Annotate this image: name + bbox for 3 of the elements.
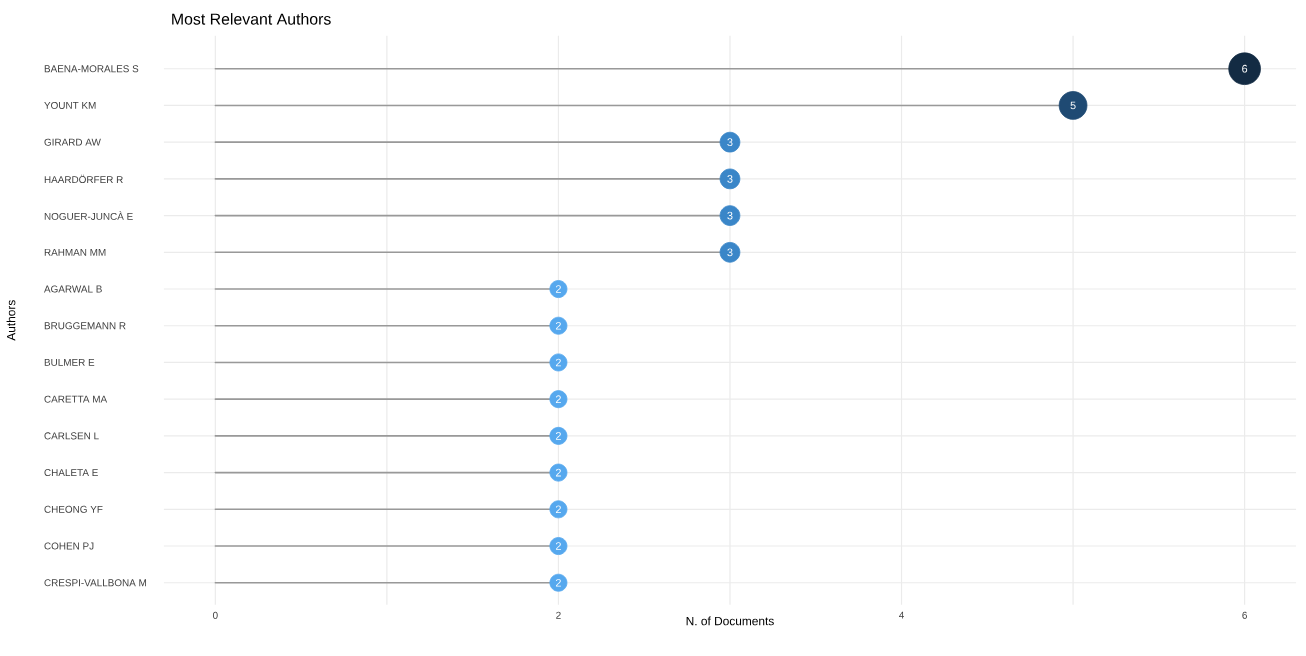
point <box>719 168 741 190</box>
point <box>719 131 741 153</box>
point <box>719 241 741 263</box>
